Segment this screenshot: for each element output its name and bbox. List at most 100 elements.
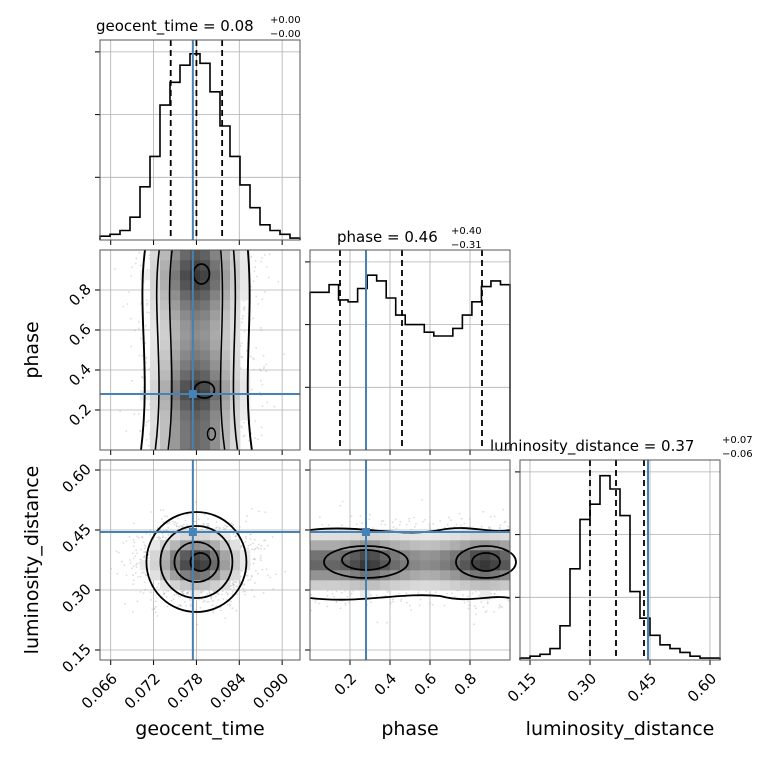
density-cell (160, 330, 171, 341)
sample-point (193, 520, 196, 523)
sample-point (234, 535, 237, 538)
density-cell (150, 370, 161, 381)
sample-point (164, 536, 167, 539)
density-cell (180, 370, 191, 381)
density-cell (190, 250, 201, 261)
sample-point (158, 535, 160, 538)
sample-point (257, 303, 259, 305)
density-cell (210, 290, 221, 301)
sample-point (212, 611, 214, 614)
grid-diag-2: 0.15 0.30 0.45 0.60 (504, 460, 720, 706)
sample-point (138, 562, 141, 564)
sample-point (261, 383, 264, 386)
density-cell (140, 560, 151, 571)
sample-point (179, 524, 182, 527)
density-cell (200, 330, 211, 341)
sample-point (139, 558, 142, 561)
density-cell (220, 380, 231, 391)
sample-point (268, 253, 271, 256)
sample-point (200, 591, 203, 594)
density-cell (140, 270, 151, 281)
sample-point (221, 593, 223, 596)
sample-point (242, 590, 245, 593)
density-cell (240, 270, 251, 281)
sample-point (222, 527, 225, 529)
density-cell (160, 400, 171, 411)
density-cell (160, 270, 171, 281)
x-tick-label: 0.4 (371, 670, 401, 700)
x-tick-label: 0.8 (451, 670, 481, 700)
density-cell (180, 400, 191, 411)
density-cell (200, 550, 211, 561)
sample-point (208, 590, 211, 592)
sample-point (148, 553, 150, 556)
sample-point (243, 309, 246, 311)
sample-point (252, 280, 255, 282)
density-cell (160, 370, 171, 381)
density-cell (190, 330, 201, 341)
sample-point (244, 593, 247, 596)
sample-point (134, 329, 136, 332)
sample-point (203, 599, 206, 602)
sample-point (208, 591, 211, 594)
sample-point (159, 536, 161, 539)
sample-point (250, 507, 253, 510)
sample-point (247, 547, 249, 550)
density-cell (180, 360, 191, 371)
sample-point (233, 583, 235, 586)
sample-point (163, 593, 166, 596)
sample-point (228, 603, 231, 605)
density-cell (170, 360, 181, 371)
sample-point (251, 574, 253, 577)
sample-point (143, 556, 145, 559)
sample-point (162, 589, 165, 592)
sample-point (243, 306, 246, 308)
sample-point (208, 592, 211, 595)
sample-point (144, 547, 146, 550)
sample-point (275, 573, 278, 576)
density-cell (210, 440, 221, 451)
sample-point (132, 574, 135, 576)
sample-point (221, 590, 224, 593)
sample-point (240, 425, 243, 427)
sample-point (206, 523, 208, 525)
density-cell (200, 370, 211, 381)
sample-point (229, 605, 231, 607)
sample-point (137, 327, 140, 330)
sample-point (135, 562, 138, 565)
sample-point (172, 598, 175, 601)
sample-point (267, 544, 269, 547)
sample-point (259, 379, 262, 382)
x-tick-label: 0.084 (206, 670, 249, 713)
sample-point (110, 568, 113, 570)
density-cell (220, 320, 231, 331)
sample-point (271, 535, 274, 538)
sample-point (202, 522, 205, 525)
density-cell (240, 380, 251, 391)
sample-point (153, 608, 156, 610)
sample-point (255, 346, 257, 349)
density-cell (200, 430, 211, 441)
density-cell (230, 250, 241, 261)
sample-point (259, 391, 261, 394)
sample-point (242, 435, 245, 438)
density-cell (220, 340, 231, 351)
sample-point (132, 557, 135, 560)
sample-point (244, 540, 247, 543)
sample-point (140, 430, 142, 432)
density-cell (180, 290, 191, 301)
contour-line (206, 427, 217, 441)
sample-point (118, 551, 120, 554)
sample-point (339, 607, 342, 610)
grid-diag-1 (305, 250, 510, 455)
density-cell (160, 380, 171, 391)
title-luminosity-distance-sub: −0.06 (722, 449, 753, 460)
density-cell (220, 550, 231, 561)
density-cell (200, 270, 211, 281)
density-cell (170, 420, 181, 431)
sample-point (250, 255, 253, 258)
sample-point (241, 321, 243, 324)
density-cell (180, 320, 191, 331)
sample-point (206, 525, 209, 528)
sample-point (260, 544, 263, 547)
